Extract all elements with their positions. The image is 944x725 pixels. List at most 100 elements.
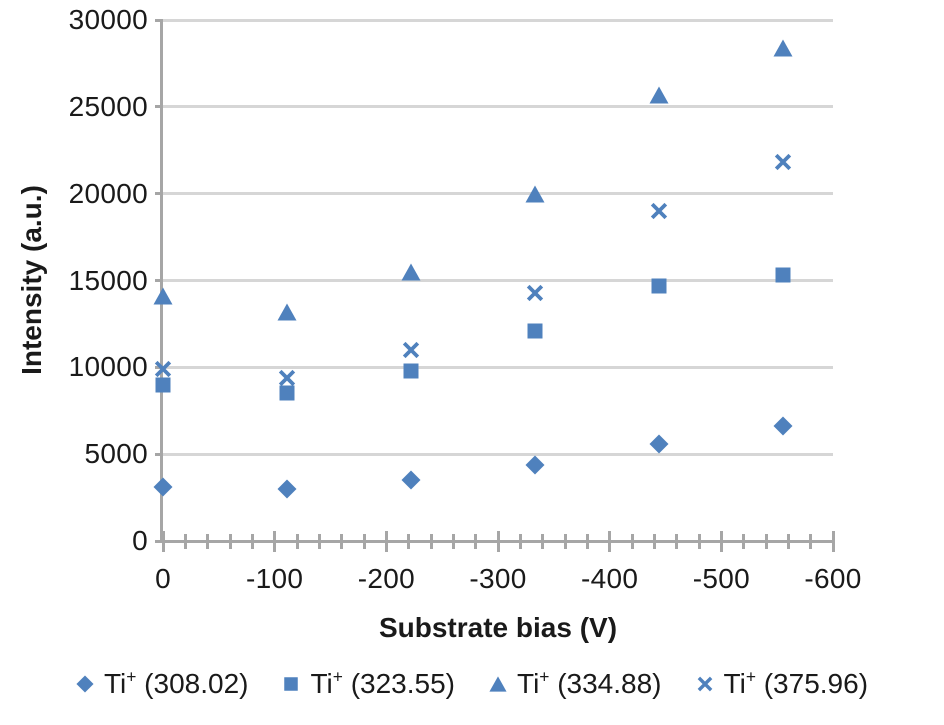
x-axis-minor-tick <box>407 534 411 549</box>
data-point-square <box>649 276 669 301</box>
diamond-icon <box>153 477 173 497</box>
data-point-x <box>277 368 297 393</box>
x-icon <box>402 341 420 359</box>
legend-item: Ti+ (323.55) <box>282 668 455 700</box>
y-tick-label: 25000 <box>68 90 148 122</box>
x-axis-minor-tick <box>317 534 321 549</box>
y-axis-tick <box>155 105 163 109</box>
x-axis-minor-tick <box>630 534 634 549</box>
x-axis-minor-tick <box>429 534 433 549</box>
x-axis-minor-tick <box>652 534 656 549</box>
y-tick-label: 20000 <box>68 177 148 209</box>
x-axis-major-tick <box>161 531 165 552</box>
x-tick-label: -500 <box>692 563 750 594</box>
data-point-triangle <box>525 184 545 209</box>
x-tick-label: 0 <box>155 563 171 594</box>
data-point-x <box>153 359 173 384</box>
legend-diamond-icon <box>76 675 94 693</box>
y-axis-tick <box>155 18 163 22</box>
square-icon <box>651 278 667 294</box>
x-axis-minor-tick <box>585 534 589 549</box>
x-tick-label: -300 <box>469 563 527 594</box>
y-tick-label: 10000 <box>68 351 148 383</box>
y-tick-label: 5000 <box>84 438 148 470</box>
data-point-diamond <box>649 434 669 459</box>
legend-label: Ti+ (323.55) <box>310 666 455 699</box>
legend-square-icon <box>284 677 299 691</box>
y-axis-tick <box>155 279 163 282</box>
data-point-triangle <box>277 302 297 327</box>
gridline <box>163 279 833 282</box>
data-point-diamond <box>277 479 297 504</box>
data-point-x <box>401 340 421 365</box>
data-point-triangle <box>401 262 421 287</box>
x-axis-major-tick <box>384 531 388 552</box>
x-axis-minor-tick <box>518 534 522 549</box>
y-axis-tick <box>155 539 163 543</box>
data-point-diamond <box>525 455 545 480</box>
x-axis-title: Substrate bias (V) <box>378 612 618 643</box>
data-point-x <box>649 201 669 226</box>
diamond-icon <box>773 416 793 436</box>
x-axis-major-tick <box>608 531 612 552</box>
square-icon <box>155 377 171 393</box>
x-axis-minor-tick <box>786 534 790 549</box>
legend-label: Ti+ (308.02) <box>103 666 249 699</box>
data-point-square <box>401 361 421 386</box>
square-icon <box>527 323 543 339</box>
data-point-square <box>277 383 297 408</box>
x-axis-minor-tick <box>340 534 344 549</box>
gridline <box>163 365 833 369</box>
data-point-diamond <box>153 477 173 502</box>
x-axis-major-tick <box>273 531 277 552</box>
legend-triangle-icon <box>489 676 507 692</box>
triangle-icon <box>525 185 545 203</box>
legend-label: Ti+ (375.96) <box>723 666 869 699</box>
x-axis-minor-tick <box>809 534 813 549</box>
data-point-diamond <box>773 416 793 441</box>
legend-x-icon <box>697 676 712 692</box>
gridline <box>163 192 833 196</box>
data-point-square <box>525 321 545 346</box>
triangle-icon <box>773 39 793 57</box>
x-tick-label: -400 <box>581 563 639 594</box>
data-point-triangle <box>649 85 669 110</box>
x-axis-minor-tick <box>563 534 567 549</box>
data-point-x <box>525 283 545 308</box>
x-axis-minor-tick <box>250 534 254 549</box>
triangle-icon <box>401 263 421 281</box>
diamond-icon <box>525 455 545 475</box>
square-icon <box>775 267 791 283</box>
legend: Ti+ (308.02) Ti+ (323.55) Ti+ (334.88) Ti+ … <box>0 662 944 706</box>
data-point-square <box>773 265 793 290</box>
data-point-diamond <box>401 470 421 495</box>
x-tick-label: -100 <box>246 563 304 594</box>
square-icon <box>403 363 419 379</box>
diamond-icon <box>649 434 669 454</box>
diamond-icon <box>277 479 297 499</box>
x-axis-minor-tick <box>541 534 545 549</box>
x-icon <box>526 284 543 301</box>
triangle-icon <box>277 303 297 321</box>
x-axis-minor-tick <box>764 534 768 549</box>
x-axis-minor-tick <box>675 534 679 549</box>
x-axis-minor-tick <box>183 534 187 549</box>
x-axis-minor-tick <box>697 534 701 549</box>
data-point-triangle <box>153 286 173 311</box>
x-icon <box>650 202 667 220</box>
data-point-x <box>773 152 793 177</box>
y-axis-line <box>160 20 163 541</box>
x-axis-minor-tick <box>451 534 455 549</box>
x-icon <box>154 360 172 378</box>
x-axis-major-tick <box>831 531 835 552</box>
diamond-icon <box>401 470 421 490</box>
x-axis-minor-tick <box>295 534 299 549</box>
x-axis-minor-tick <box>474 534 478 549</box>
x-axis-minor-tick <box>206 534 210 549</box>
y-tick-label: 0 <box>132 525 148 556</box>
x-axis-major-tick <box>719 531 723 552</box>
gridline <box>163 452 833 456</box>
triangle-icon <box>153 287 173 305</box>
x-icon <box>278 369 296 386</box>
